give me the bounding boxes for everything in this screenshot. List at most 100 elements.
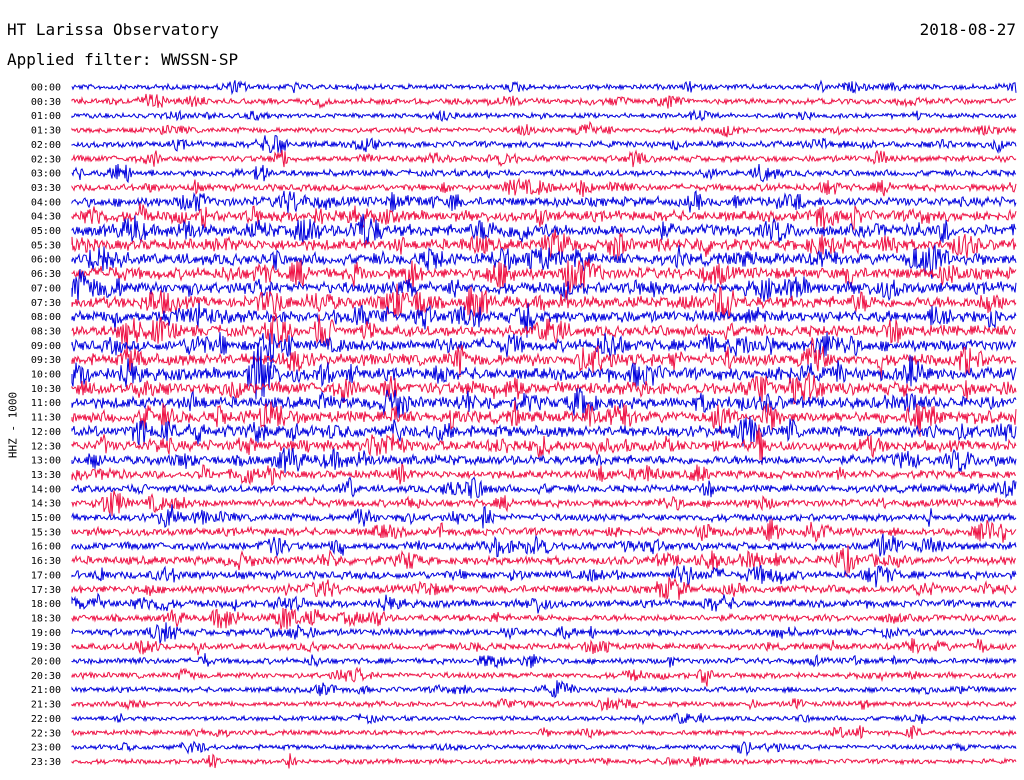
trace-1900 (71, 622, 1017, 644)
trace-2200 (71, 712, 1017, 726)
trace-1030 (71, 372, 1017, 405)
row-label-1730: 17:30 (31, 585, 61, 596)
row-label-0330: 03:30 (31, 183, 61, 194)
row-label-1530: 15:30 (31, 527, 61, 538)
row-label-1100: 11:00 (31, 398, 61, 409)
row-label-2030: 20:30 (31, 671, 61, 682)
trace-0030 (71, 93, 1017, 110)
row-label-0430: 04:30 (31, 212, 61, 223)
row-label-1200: 12:00 (31, 427, 61, 438)
trace-0600 (71, 243, 1017, 279)
station-title: HT Larissa Observatory (7, 20, 219, 39)
row-label-0930: 09:30 (31, 355, 61, 366)
trace-1600 (71, 533, 1017, 558)
row-label-2200: 22:00 (31, 714, 61, 725)
trace-1230 (71, 424, 1017, 465)
trace-1130 (71, 400, 1017, 437)
trace-2000 (71, 653, 1017, 669)
filter-label: Applied filter: WWSSN-SP (7, 50, 239, 69)
trace-1000 (71, 342, 1017, 400)
trace-0900 (71, 332, 1017, 369)
trace-0300 (71, 163, 1017, 184)
trace-0130 (71, 120, 1017, 138)
trace-1300 (71, 447, 1017, 474)
trace-1500 (71, 504, 1017, 529)
row-label-1230: 12:30 (31, 441, 61, 452)
row-label-0030: 00:30 (31, 97, 61, 108)
trace-0700 (71, 269, 1017, 304)
row-label-2300: 23:00 (31, 743, 61, 754)
trace-1700 (71, 565, 1017, 588)
trace-1330 (71, 463, 1017, 487)
row-label-0730: 07:30 (31, 298, 61, 309)
trace-0200 (71, 135, 1017, 154)
trace-0500 (71, 213, 1017, 247)
row-label-0130: 01:30 (31, 126, 61, 137)
trace-lines (71, 79, 1017, 769)
row-label-1600: 16:00 (31, 542, 61, 553)
trace-2100 (71, 680, 1017, 699)
row-label-0300: 03:00 (31, 169, 61, 180)
trace-0800 (71, 302, 1017, 338)
row-label-1330: 13:30 (31, 470, 61, 481)
record-date: 2018-08-27 (919, 20, 1016, 39)
row-label-1430: 14:30 (31, 499, 61, 510)
row-labels: 00:00 00:30 01:00 01:30 02:00 02:30 03:00 03:30… (31, 83, 61, 768)
row-label-1800: 18:00 (31, 599, 61, 610)
trace-1630 (71, 544, 1016, 577)
row-label-1930: 19:30 (31, 642, 61, 653)
trace-0730 (71, 283, 1017, 321)
trace-0330 (71, 177, 1017, 198)
trace-1930 (71, 637, 1017, 656)
trace-2030 (71, 666, 1017, 687)
row-label-1900: 19:00 (31, 628, 61, 639)
row-label-0700: 07:00 (31, 283, 61, 294)
trace-1530 (71, 518, 1017, 543)
trace-1100 (71, 387, 1017, 420)
trace-0930 (71, 337, 1017, 379)
row-label-2330: 23:30 (31, 757, 61, 768)
trace-0430 (71, 202, 1017, 232)
trace-0400 (71, 189, 1017, 214)
row-label-1630: 16:30 (31, 556, 61, 567)
trace-2330 (71, 753, 1017, 769)
trace-1830 (71, 607, 1017, 630)
row-label-0900: 09:00 (31, 341, 61, 352)
trace-0230 (71, 149, 1017, 168)
row-label-1500: 15:00 (31, 513, 61, 524)
row-label-0800: 08:00 (31, 312, 61, 323)
trace-2300 (71, 740, 1017, 757)
trace-2230 (71, 725, 1017, 740)
trace-0830 (71, 313, 1017, 354)
row-label-1000: 10:00 (31, 370, 61, 381)
row-label-1400: 14:00 (31, 484, 61, 495)
trace-2130 (71, 697, 1017, 712)
trace-0530 (71, 229, 1017, 261)
row-label-0600: 06:00 (31, 255, 61, 266)
trace-1430 (71, 490, 1017, 517)
row-label-1700: 17:00 (31, 570, 61, 581)
row-label-0200: 02:00 (31, 140, 61, 151)
trace-1400 (71, 476, 1017, 499)
row-label-2100: 21:00 (31, 685, 61, 696)
row-label-1300: 13:00 (31, 456, 61, 467)
row-label-0100: 01:00 (31, 111, 61, 122)
row-label-1030: 10:30 (31, 384, 61, 395)
row-label-0500: 05:00 (31, 226, 61, 237)
row-label-2000: 20:00 (31, 657, 61, 668)
row-label-2230: 22:30 (31, 728, 61, 739)
trace-0000 (71, 79, 1017, 96)
row-label-0000: 00:00 (31, 83, 61, 94)
trace-1800 (71, 592, 1017, 614)
row-label-0400: 04:00 (31, 197, 61, 208)
row-label-0530: 05:30 (31, 240, 61, 251)
row-label-2130: 21:30 (31, 700, 61, 711)
row-label-0230: 02:30 (31, 154, 61, 165)
row-label-1130: 11:30 (31, 413, 61, 424)
trace-0100 (71, 109, 1017, 122)
row-label-0830: 08:30 (31, 326, 61, 337)
row-label-1830: 18:30 (31, 613, 61, 624)
row-label-0630: 06:30 (31, 269, 61, 280)
trace-1730 (71, 575, 1017, 600)
